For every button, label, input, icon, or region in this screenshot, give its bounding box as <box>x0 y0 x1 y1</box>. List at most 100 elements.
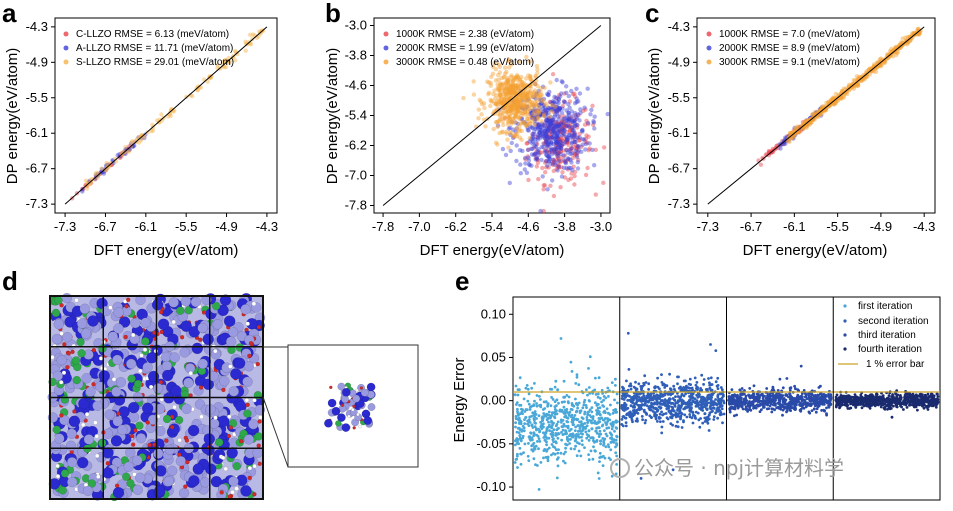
error-point <box>664 399 668 403</box>
data-point <box>592 163 597 168</box>
atom <box>59 380 64 385</box>
data-point <box>501 109 506 114</box>
data-point <box>491 91 496 97</box>
error-point <box>588 355 592 359</box>
data-point <box>584 118 589 124</box>
error-point <box>799 409 803 413</box>
error-point <box>582 403 586 407</box>
data-point <box>556 117 561 122</box>
data-point <box>502 74 507 79</box>
atom <box>227 414 232 419</box>
data-point <box>523 94 528 99</box>
atom <box>228 476 239 487</box>
data-point <box>207 75 212 81</box>
data-point <box>529 91 534 96</box>
panel-letter-c: c <box>645 0 659 28</box>
data-point <box>496 99 502 105</box>
error-point <box>550 396 553 399</box>
atom <box>111 377 117 382</box>
data-point <box>184 94 189 100</box>
data-point <box>548 134 554 140</box>
data-point <box>526 162 532 167</box>
data-point <box>554 96 559 101</box>
data-point <box>535 135 540 140</box>
data-point <box>516 106 522 111</box>
data-point <box>541 102 546 108</box>
data-point <box>502 89 507 94</box>
data-point <box>538 111 543 117</box>
data-point <box>807 122 812 127</box>
data-point <box>535 71 540 76</box>
data-point <box>490 64 496 70</box>
data-point <box>503 101 508 106</box>
data-point <box>543 131 548 137</box>
data-point <box>566 142 571 148</box>
data-point <box>502 90 507 95</box>
data-point <box>534 94 539 99</box>
data-point <box>554 120 559 125</box>
data-point <box>510 85 516 90</box>
data-point <box>565 116 571 122</box>
data-point <box>556 97 561 102</box>
data-point <box>543 148 548 153</box>
error-point <box>545 437 549 440</box>
data-point <box>548 119 553 124</box>
data-point <box>545 142 550 148</box>
error-point <box>688 413 692 416</box>
atom <box>124 304 129 309</box>
x-tick-label: -5.5 <box>826 219 848 234</box>
data-point <box>562 127 567 133</box>
error-point <box>615 454 619 458</box>
data-point <box>563 122 568 127</box>
data-point <box>528 59 533 64</box>
error-point <box>626 331 630 335</box>
data-point <box>506 59 511 64</box>
error-point <box>630 418 634 422</box>
error-point <box>518 418 522 422</box>
data-point <box>503 92 508 97</box>
error-point <box>652 396 656 399</box>
data-point <box>584 133 589 138</box>
data-point <box>529 152 535 157</box>
error-point <box>587 399 591 402</box>
error-point <box>765 387 769 390</box>
data-point <box>504 98 509 103</box>
error-point <box>695 388 699 391</box>
data-point <box>803 123 808 128</box>
data-point <box>792 132 797 137</box>
data-point <box>552 162 558 167</box>
data-point <box>510 135 516 140</box>
error-point <box>647 382 651 386</box>
data-point <box>573 143 579 148</box>
data-point <box>572 169 578 175</box>
data-point <box>566 132 572 138</box>
data-point <box>592 114 597 119</box>
error-point <box>518 412 522 416</box>
data-point <box>510 103 515 108</box>
data-point <box>106 162 112 167</box>
data-point <box>551 100 557 105</box>
data-point <box>536 102 541 108</box>
y-tick-label: -4.9 <box>668 54 690 69</box>
data-point <box>553 127 558 133</box>
error-point <box>514 421 517 425</box>
data-point <box>571 144 576 149</box>
data-point <box>513 99 518 104</box>
error-point <box>722 394 725 398</box>
data-point <box>506 88 511 94</box>
atom <box>252 447 263 458</box>
data-point <box>556 162 561 167</box>
data-point <box>521 119 526 125</box>
data-point <box>524 94 530 99</box>
data-point <box>533 81 538 87</box>
data-point <box>508 108 513 113</box>
data-point <box>515 102 521 107</box>
y-tick-label: -3.8 <box>345 48 367 63</box>
data-point <box>515 87 520 92</box>
error-point <box>700 388 704 392</box>
error-point <box>693 376 697 380</box>
data-point <box>509 84 514 89</box>
data-point <box>514 126 519 131</box>
data-point <box>527 83 532 88</box>
data-point <box>529 115 534 120</box>
